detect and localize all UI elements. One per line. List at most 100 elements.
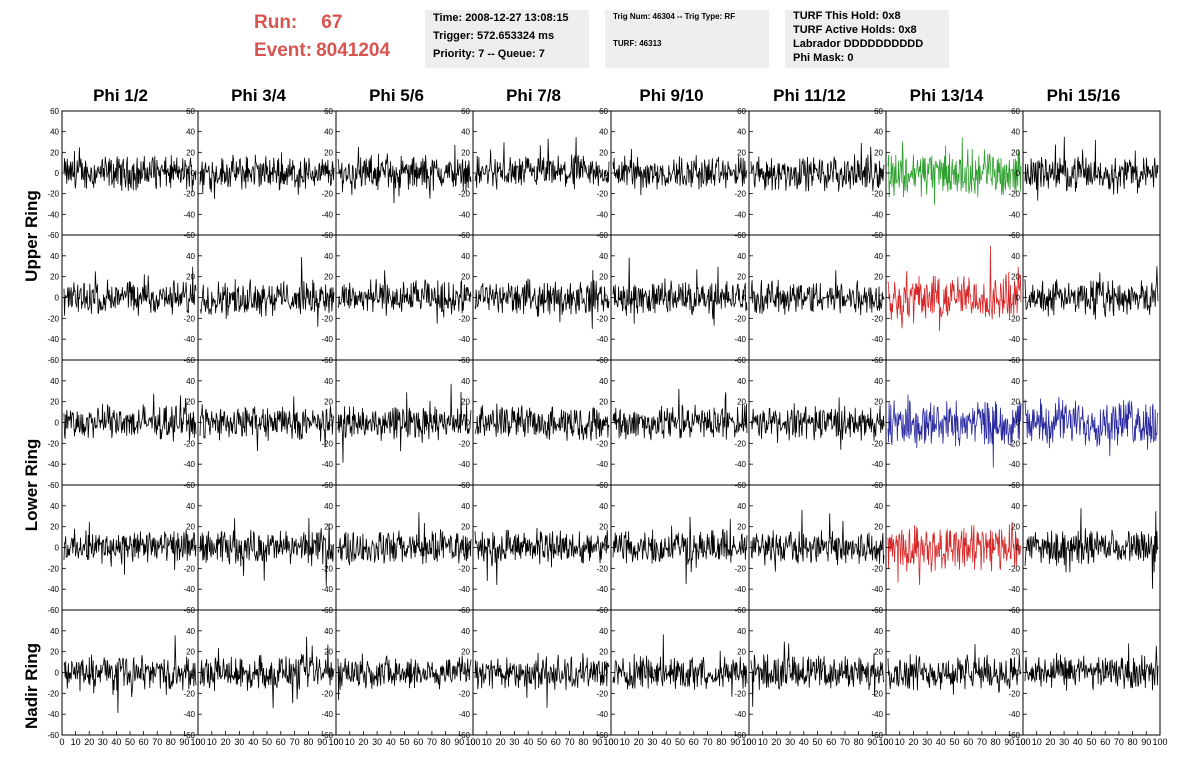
y-tick-label: -20 [1008,314,1020,323]
y-tick-label: -40 [458,335,470,344]
event-label-text: Event: [254,40,313,61]
y-tick-label: 40 [599,128,608,137]
y-tick-label: 20 [599,523,608,532]
waveform-line [337,270,472,324]
x-tick-label: 40 [111,737,121,747]
column-header-8: Phi 15/16 [1046,86,1121,105]
y-tick-label: -60 [47,231,59,240]
y-tick-label: 40 [461,627,470,636]
y-tick-label: -20 [734,314,746,323]
y-tick-label: -20 [1008,190,1020,199]
x-tick-label: 60 [413,737,423,747]
y-tick-label: -20 [596,564,608,573]
y-tick-label: 0 [1016,294,1021,303]
y-tick-label: 40 [324,502,333,511]
y-tick-label: -40 [871,710,883,719]
x-tick-label: 100 [190,737,205,747]
waveform-line [887,644,1022,695]
waveform-line [199,636,335,709]
y-tick-label: -40 [321,335,333,344]
y-tick-label: 0 [329,294,334,303]
y-tick-label: 20 [737,648,746,657]
y-tick-label: 0 [466,544,471,553]
y-tick-label: -40 [321,710,333,719]
y-tick-label: 0 [191,669,196,678]
y-tick-label: -40 [183,585,195,594]
run-label-text: Run: [254,12,298,33]
waveform-line [612,634,748,697]
y-tick-label: -40 [458,460,470,469]
x-tick-label: 100 [328,737,343,747]
y-tick-label: -40 [321,210,333,219]
waveform-line [63,393,197,442]
y-tick-label: -20 [183,689,195,698]
y-tick-label: 40 [874,502,883,511]
y-tick-label: 0 [191,419,196,428]
y-tick-label: -60 [47,481,59,490]
turf-hold-text: TURF This Hold: 0x8 [793,10,901,22]
y-tick-label: 20 [461,648,470,657]
waveform-line [337,653,472,701]
y-tick-label: 0 [742,169,747,178]
x-tick-label: 100 [1015,737,1030,747]
waveform-line [337,144,472,204]
y-tick-label: -40 [458,585,470,594]
y-tick-label: 20 [50,398,59,407]
waveform-line [199,256,335,327]
y-tick-label: 20 [186,523,195,532]
waveform-line [63,266,197,316]
waveform-line [750,270,885,316]
x-tick-label: 50 [262,737,272,747]
x-tick-label: 60 [1100,737,1110,747]
x-tick-label: 100 [1152,737,1167,747]
x-tick-label: 80 [1128,737,1138,747]
x-tick-label: 10 [207,737,217,747]
y-tick-label: -20 [321,689,333,698]
waveform-line [63,635,197,714]
y-tick-label: -60 [734,731,746,740]
y-tick-label: 0 [604,169,609,178]
y-tick-label: 20 [599,398,608,407]
y-tick-label: 0 [466,169,471,178]
x-tick-label: 40 [799,737,809,747]
y-tick-label: 20 [324,523,333,532]
waveform-line [474,270,610,329]
y-tick-label: -40 [596,210,608,219]
y-tick-label: 40 [50,128,59,137]
y-tick-label: -20 [183,314,195,323]
x-tick-label: 30 [647,737,657,747]
y-tick-label: 0 [1016,169,1021,178]
y-tick-label: -40 [183,210,195,219]
x-tick-label: 50 [812,737,822,747]
y-tick-label: -20 [1008,689,1020,698]
x-tick-label: 20 [496,737,506,747]
x-tick-label: 90 [592,737,602,747]
trig-info-box: Trig Num: 46304 -- Trig Type: RF TURF: 4… [605,10,769,68]
x-tick-label: 60 [689,737,699,747]
waveform-line [612,516,748,585]
y-tick-label: 0 [604,419,609,428]
y-tick-label: 0 [55,169,60,178]
waveform-line [750,397,885,450]
y-tick-label: 40 [599,377,608,386]
waveform-line [474,652,610,708]
column-header-3: Phi 5/6 [369,86,424,105]
y-tick-label: 60 [874,107,883,116]
x-tick-label: 10 [345,737,355,747]
event-label: Event: 8041204 [254,40,390,62]
y-tick-label: 40 [186,377,195,386]
y-tick-label: 0 [879,294,884,303]
y-tick-label: -60 [871,731,883,740]
y-tick-label: 0 [329,544,334,553]
y-tick-label: 40 [1011,128,1020,137]
y-tick-label: -20 [734,439,746,448]
y-tick-label: 40 [50,252,59,261]
y-tick-label: -20 [871,190,883,199]
x-tick-label: 0 [470,737,475,747]
trigger-text: Trigger: 572.653324 ms [433,30,555,42]
x-tick-label: 70 [1114,737,1124,747]
y-tick-label: 20 [874,273,883,282]
phi-mask-text: Phi Mask: 0 [793,52,854,64]
waveform-line [1024,136,1159,201]
y-tick-label: -40 [734,210,746,219]
